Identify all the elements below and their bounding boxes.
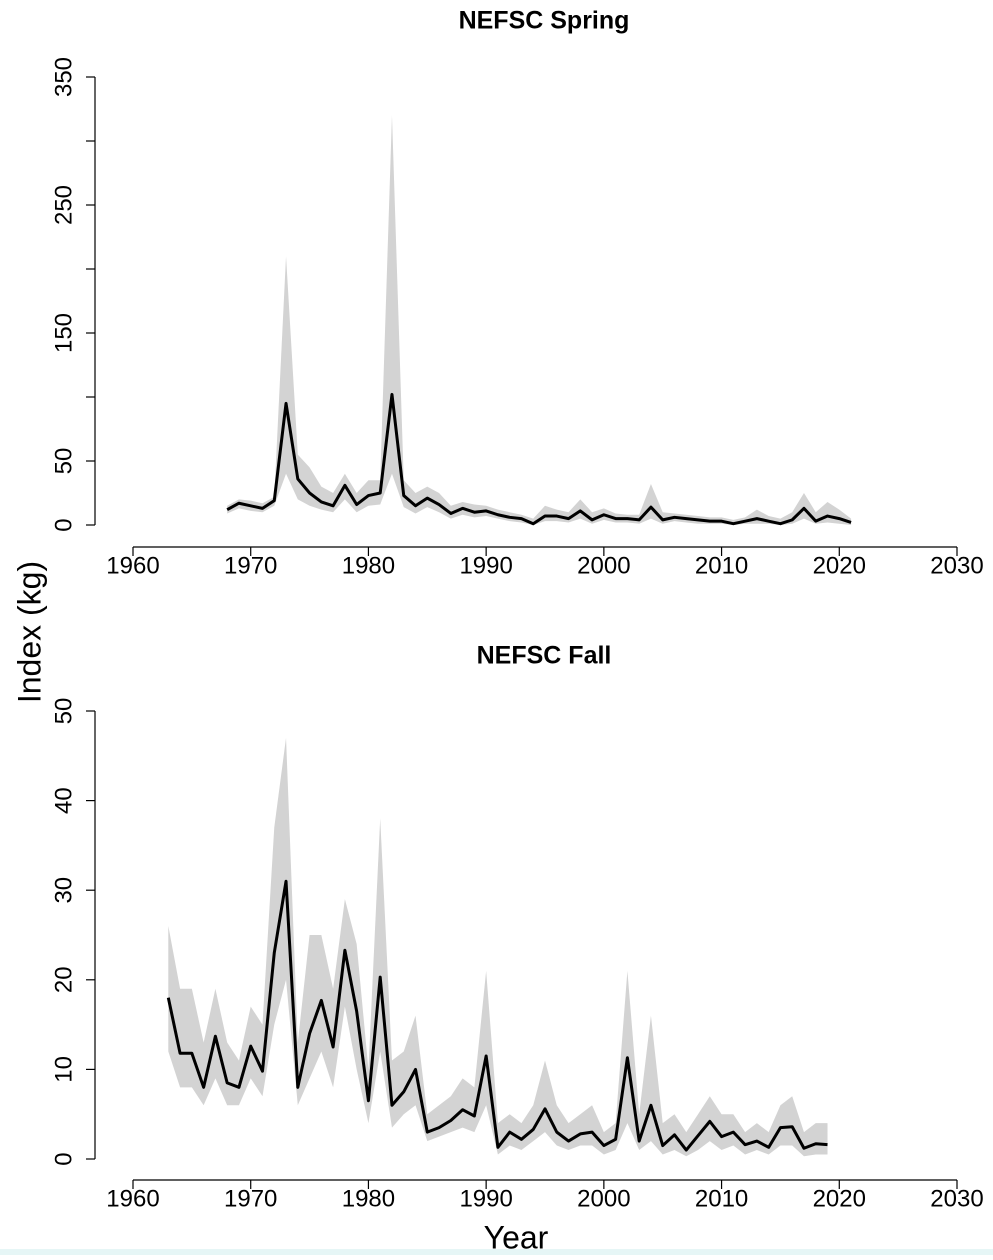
- x-tick-label: 1980: [342, 1185, 395, 1212]
- confidence-band: [227, 115, 852, 526]
- y-tick-label: 10: [50, 1056, 77, 1083]
- y-tick-label: 350: [50, 57, 77, 97]
- y-tick-label: 150: [50, 313, 77, 353]
- index-line: [166, 879, 828, 1152]
- y-axis-label: Index (kg): [11, 561, 47, 703]
- x-tick-label: 2020: [813, 1185, 866, 1212]
- x-tick-label: 1980: [342, 552, 395, 579]
- x-tick-label: 2000: [577, 1185, 630, 1212]
- x-tick-label: 2030: [930, 552, 983, 579]
- x-tick-label: 2010: [695, 1185, 748, 1212]
- x-tick-label: 1970: [224, 1185, 277, 1212]
- y-tick-label: 40: [50, 787, 77, 814]
- y-tick-label: 20: [50, 966, 77, 993]
- y-tick-label: 0: [50, 1152, 77, 1165]
- x-tick-label: 2020: [813, 552, 866, 579]
- chart-title: NEFSC Spring: [459, 7, 630, 35]
- x-tick-label: 1990: [459, 552, 512, 579]
- y-tick-label: 30: [50, 877, 77, 904]
- x-tick-label: 1990: [459, 1185, 512, 1212]
- x-tick-label: 1960: [106, 1185, 159, 1212]
- chart-title: NEFSC Fall: [477, 642, 612, 670]
- y-tick-label: 50: [50, 448, 77, 475]
- index-line: [226, 392, 852, 526]
- x-axis-label: Year: [484, 1219, 549, 1255]
- x-tick-label: 2030: [930, 1185, 983, 1212]
- bottom-strip: [0, 1249, 993, 1255]
- x-tick-label: 1960: [106, 552, 159, 579]
- y-tick-label: 250: [50, 185, 77, 225]
- x-tick-label: 2000: [577, 552, 630, 579]
- y-tick-label: 0: [50, 518, 77, 531]
- x-tick-label: 2010: [695, 552, 748, 579]
- confidence-band: [168, 737, 828, 1157]
- y-tick-label: 50: [50, 698, 77, 725]
- x-tick-label: 1970: [224, 552, 277, 579]
